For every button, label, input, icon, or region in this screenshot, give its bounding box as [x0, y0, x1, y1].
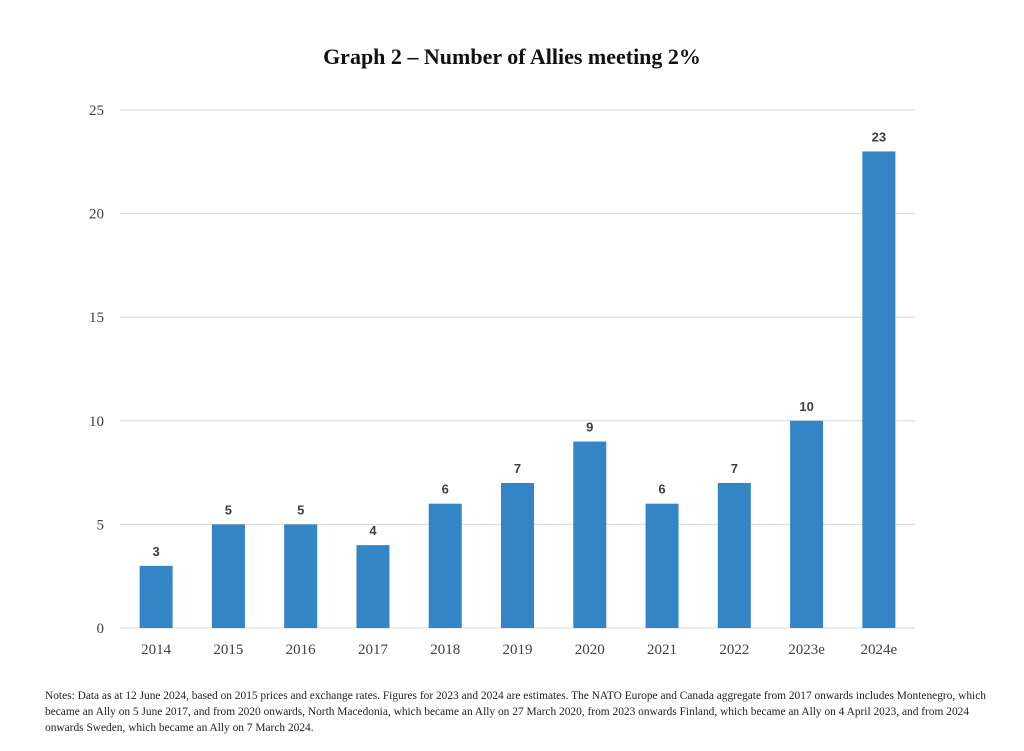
bar-2014 — [139, 565, 173, 628]
y-tick-label: 10 — [89, 414, 104, 430]
x-tick-label-2022: 2022 — [719, 642, 749, 658]
y-tick-label: 25 — [89, 103, 104, 119]
data-label-2023e: 10 — [799, 399, 813, 414]
bar-2024e — [862, 151, 896, 628]
bar-2018 — [428, 503, 462, 628]
data-label-2019: 7 — [514, 461, 521, 476]
y-axis: 0 5 10 15 20 25 — [89, 103, 104, 637]
x-tick-label-2016: 2016 — [286, 642, 317, 658]
x-tick-label-2018: 2018 — [430, 642, 460, 658]
bar-2017 — [356, 545, 390, 628]
y-tick-label: 15 — [89, 310, 104, 326]
data-label-2015: 5 — [225, 502, 232, 517]
y-tick-label: 0 — [97, 621, 105, 637]
data-label-2021: 6 — [658, 482, 665, 497]
bar-2022 — [717, 482, 751, 628]
y-tick-label: 20 — [89, 207, 104, 223]
data-label-2018: 6 — [442, 482, 449, 497]
x-tick-label-2014: 2014 — [141, 642, 172, 658]
bar-2023e — [790, 420, 824, 628]
bar-2020 — [573, 441, 607, 628]
x-tick-label-2024e: 2024e — [861, 642, 898, 658]
x-tick-label-2023e: 2023e — [788, 642, 825, 658]
chart-title: Graph 2 – Number of Allies meeting 2% — [323, 44, 701, 69]
data-label-2017: 4 — [369, 523, 377, 538]
bar-2021 — [645, 503, 679, 628]
bar-2016 — [284, 524, 318, 628]
bar-2019 — [501, 482, 534, 628]
x-axis: 2014 2015 2016 2017 2018 2019 2020 2021 2022 2023… — [141, 642, 897, 658]
y-tick-label: 5 — [97, 517, 105, 533]
data-label-2016: 5 — [297, 502, 304, 517]
x-tick-label-2019: 2019 — [503, 642, 533, 658]
data-label-2014: 3 — [153, 544, 160, 559]
x-tick-label-2020: 2020 — [575, 642, 605, 658]
bar-2015 — [211, 524, 245, 628]
x-tick-label-2017: 2017 — [358, 642, 389, 658]
data-label-2022: 7 — [731, 461, 738, 476]
bars — [139, 151, 896, 628]
x-tick-label-2015: 2015 — [213, 642, 243, 658]
data-labels: 3 5 5 4 6 7 9 6 7 10 23 — [153, 129, 887, 558]
x-tick-label-2021: 2021 — [647, 642, 677, 658]
chart-notes: Notes: Data as at 12 June 2024, based on… — [45, 690, 986, 734]
data-label-2024e: 23 — [872, 129, 886, 144]
data-label-2020: 9 — [586, 420, 593, 435]
